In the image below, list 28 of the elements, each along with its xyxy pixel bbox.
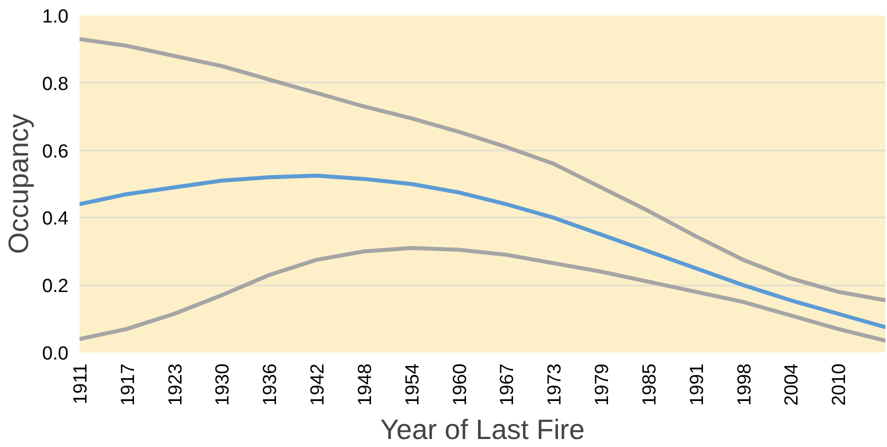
x-tick-label: 1936 bbox=[260, 363, 282, 406]
line-series bbox=[80, 37, 886, 302]
x-tick-label: 1917 bbox=[118, 363, 139, 406]
line-series bbox=[80, 174, 886, 330]
line-series bbox=[80, 246, 886, 343]
x-tick-label: 1991 bbox=[686, 363, 708, 406]
x-tick-label: 1930 bbox=[212, 363, 234, 406]
x-tick-label: 1960 bbox=[450, 363, 471, 406]
x-tick-label: 1942 bbox=[308, 363, 329, 406]
x-tick-label: 2004 bbox=[782, 363, 803, 406]
y-tick-label: 0.2 bbox=[42, 276, 69, 298]
x-tick-label: 1911 bbox=[70, 364, 92, 404]
x-tick-label: 1967 bbox=[497, 363, 518, 406]
x-tick-label: 1985 bbox=[639, 363, 660, 406]
y-axis-title: Occupancy bbox=[3, 114, 34, 254]
x-tick-label: 1998 bbox=[734, 363, 756, 406]
y-tick-label: 0.0 bbox=[42, 344, 69, 364]
y-tick-label: 0.8 bbox=[42, 74, 69, 95]
x-tick-label: 1923 bbox=[165, 363, 186, 406]
x-tick-label: 1954 bbox=[402, 363, 424, 406]
x-tick-label: 1979 bbox=[592, 363, 614, 406]
y-tick-label: 0.4 bbox=[42, 208, 69, 230]
y-tick-label: 0.6 bbox=[42, 141, 69, 162]
x-axis-title: Year of Last Fire bbox=[380, 414, 585, 445]
x-tick-label: 2010 bbox=[829, 363, 850, 406]
x-tick-label: 1948 bbox=[354, 363, 376, 406]
y-tick-label: 1.0 bbox=[42, 6, 69, 28]
x-tick-label: 1973 bbox=[544, 363, 566, 406]
